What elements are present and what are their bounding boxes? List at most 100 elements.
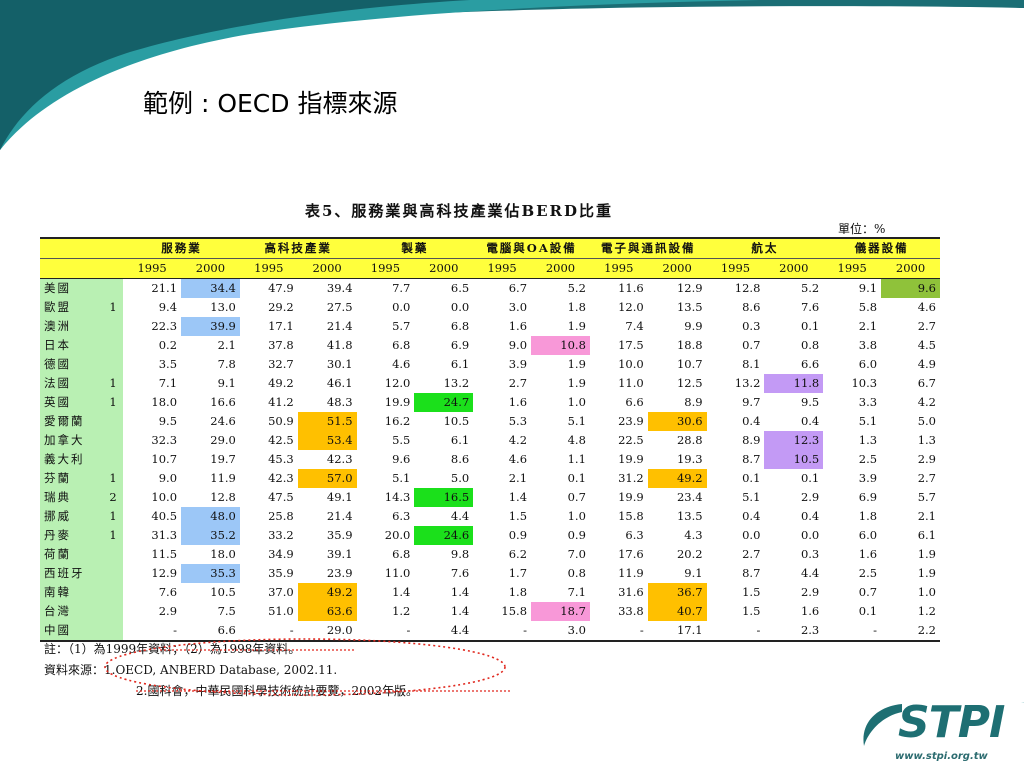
value-cell: 28.8 [676, 433, 703, 447]
value-cell: 7.0 [567, 547, 586, 561]
value-cell: 0.4 [742, 414, 761, 428]
value-cell: 0.0 [800, 528, 820, 542]
note-cell [102, 317, 124, 336]
country-cell: 法國 [40, 374, 103, 393]
table-row: 荷蘭 11.5 18.0 34.9 39.1 6.8 9.8 6.2 7.0 17.6 20.2 2.… [40, 545, 940, 564]
value-cell: 53.4 [297, 431, 357, 450]
value-cell: 3.3 [858, 395, 878, 409]
value-cell: 6.1 [450, 357, 470, 371]
value-cell: 11.9 [210, 471, 236, 485]
value-cell: 49.2 [647, 469, 707, 488]
value-cell: - [589, 621, 648, 642]
country-cell: 瑞典 [40, 488, 103, 507]
note-cell [102, 450, 124, 469]
value-cell: 35.3 [181, 564, 240, 583]
value-cell: 35.2 [181, 526, 240, 545]
value-cell: 36.7 [647, 583, 707, 602]
value-cell: 7.1 [158, 376, 178, 390]
value-cell: 18.0 [210, 547, 236, 561]
source-line-1: 資料來源：1.OECD, ANBERD Database, 2002.11. [44, 663, 338, 677]
value-cell: 35.9 [326, 528, 353, 542]
value-cell: 8.9 [684, 395, 703, 409]
value-cell: 9.0 [508, 338, 528, 352]
value-cell: 15.8 [501, 604, 528, 618]
value-cell: 49.2 [268, 376, 294, 390]
value-cell: 18.8 [676, 338, 703, 352]
country-cell: 德國 [40, 355, 103, 374]
value-cell: 1.4 [450, 604, 470, 618]
value-cell: 0.7 [858, 585, 878, 599]
value-cell: 2.9 [917, 452, 936, 466]
value-cell: 1.3 [858, 433, 878, 447]
value-cell: 37.0 [268, 585, 294, 599]
value-cell: 29.0 [297, 621, 357, 642]
table-group-header-row: 服務業 高科技產業 製藥 電腦與OA設備 電子與通訊設備 航太 儀器設備 [40, 237, 940, 259]
value-cell: 4.6 [917, 300, 936, 314]
value-cell: 31.3 [151, 528, 178, 542]
value-cell: 0.2 [158, 338, 178, 352]
table-row: 德國 3.5 7.8 32.7 30.1 4.6 6.1 3.9 1.9 10.0 10.7 8.1 6… [40, 355, 940, 374]
value-cell: 1.4 [392, 585, 411, 599]
value-cell: 6.8 [392, 338, 411, 352]
value-cell: 11.0 [384, 566, 411, 580]
note-cell: 1 [102, 526, 124, 545]
value-cell: - [473, 621, 532, 642]
red-dotted-ellipse [104, 638, 506, 696]
value-cell: 5.2 [800, 281, 820, 295]
country-cell: 西班牙 [40, 564, 103, 583]
note-cell [102, 602, 124, 621]
country-cell: 愛爾蘭 [40, 412, 103, 431]
value-cell: 6.2 [508, 547, 528, 561]
value-cell: 40.5 [151, 509, 178, 523]
value-cell: 1.0 [567, 395, 586, 409]
value-cell: 16.6 [210, 395, 236, 409]
stpi-logo: STPI [898, 697, 1005, 748]
value-cell: 1.4 [508, 490, 528, 504]
value-cell: 10.3 [851, 376, 878, 390]
value-cell: 4.2 [508, 433, 528, 447]
table-row: 義大利 10.7 19.7 45.3 42.3 9.6 8.6 4.6 1.1 19.9 19.3 8… [40, 450, 940, 469]
value-cell: 6.1 [450, 433, 470, 447]
value-cell: 1.5 [508, 509, 528, 523]
value-cell: 12.8 [210, 490, 236, 504]
value-cell: 6.6 [625, 395, 644, 409]
table-corner-cell [40, 258, 124, 279]
value-cell: 10.7 [676, 357, 703, 371]
country-cell: 日本 [40, 336, 103, 355]
value-cell: 2.2 [881, 621, 940, 642]
value-cell: 10.0 [151, 490, 178, 504]
value-cell: 47.5 [268, 490, 294, 504]
value-cell: 7.6 [450, 566, 470, 580]
table-row: 南韓 7.6 10.5 37.0 49.2 1.4 1.4 1.8 7.1 31.6 36.7 1.5… [40, 583, 940, 602]
country-cell: 加拿大 [40, 431, 103, 450]
value-cell: 24.6 [414, 526, 474, 545]
value-cell: 6.9 [450, 338, 470, 352]
value-cell: 1.8 [858, 509, 878, 523]
value-cell: 5.1 [567, 414, 586, 428]
note-cell: 1 [102, 469, 124, 488]
value-cell: 9.5 [158, 414, 178, 428]
value-cell: 12.0 [618, 300, 644, 314]
country-cell: 美國 [40, 278, 103, 298]
note-cell [102, 412, 124, 431]
value-cell: 13.0 [210, 300, 236, 314]
note-cell: 1 [102, 393, 124, 412]
value-cell: 24.6 [210, 414, 236, 428]
note-cell: 1 [102, 507, 124, 526]
value-cell: 0.3 [742, 319, 761, 333]
value-cell: 0.1 [858, 604, 878, 618]
note-cell [102, 431, 124, 450]
value-cell: 1.6 [858, 547, 878, 561]
note-cell [102, 278, 124, 298]
value-cell: 11.6 [618, 281, 644, 295]
value-cell: 2.9 [800, 490, 820, 504]
value-cell: 29.2 [268, 300, 294, 314]
value-cell: 13.2 [443, 376, 470, 390]
value-cell: 0.0 [450, 300, 470, 314]
value-cell: 34.9 [268, 547, 294, 561]
value-cell: 6.0 [858, 357, 878, 371]
table-year-header: 1995 [473, 258, 532, 279]
table-group-header: 服務業 [123, 237, 240, 259]
value-cell: 8.6 [742, 300, 761, 314]
value-cell: 32.3 [151, 433, 178, 447]
